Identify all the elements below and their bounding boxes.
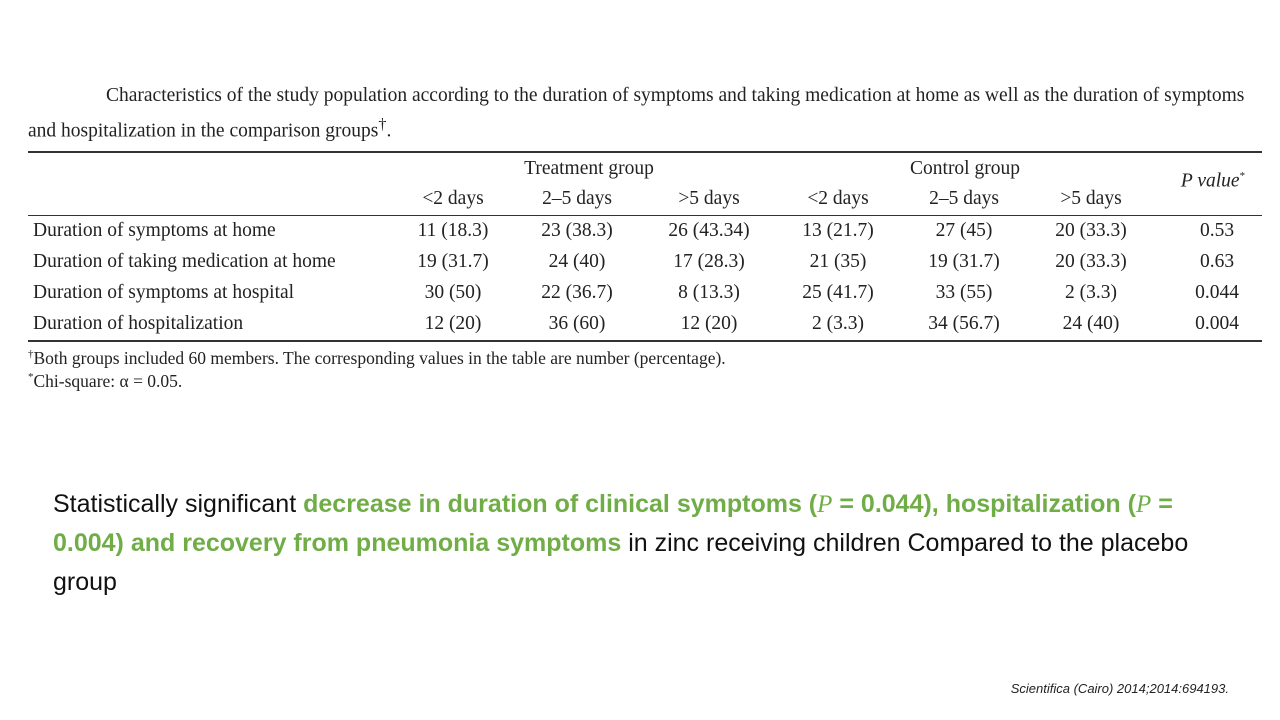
caption-end: . — [386, 120, 392, 142]
group-header-control: Control group — [910, 158, 1020, 179]
summary-highlight: decrease in duration of clinical symptom… — [53, 490, 1173, 557]
table-cell: 17 (28.3) — [673, 251, 745, 272]
table-cell: 24 (40) — [548, 251, 606, 272]
table-cell: 30 (50) — [424, 282, 482, 303]
pvalue-header: P value* — [1181, 170, 1245, 193]
citation: Scientifica (Cairo) 2014;2014:694193. — [1010, 681, 1229, 696]
table-cell: 36 (60) — [548, 313, 606, 334]
row-label: Duration of taking medication at home — [33, 251, 336, 272]
footnote-mark: * — [28, 371, 34, 384]
table-cell: 19 (31.7) — [928, 251, 1000, 272]
row-label: Duration of symptoms at home — [33, 220, 276, 241]
table-cell: 20 (33.3) — [1055, 220, 1127, 241]
footnote-text: Chi-square: α = 0.05. — [33, 371, 183, 391]
table-cell: 33 (55) — [935, 282, 993, 303]
summary-plain: in zinc receiving children Compared to t… — [53, 529, 1189, 596]
table-cell: 0.63 — [1199, 251, 1235, 272]
table-cell: 13 (21.7) — [802, 220, 874, 241]
table-cell: 11 (18.3) — [417, 220, 489, 241]
table-cell: 21 (35) — [809, 251, 867, 272]
summary-hl-3: = 0.004) and recovery from pneumonia sym… — [53, 490, 1173, 557]
row-label: Duration of hospitalization — [33, 313, 244, 334]
table-cell: 24 (40) — [1062, 313, 1120, 334]
column-header: 2–5 days — [542, 188, 612, 209]
caption-mark: † — [378, 115, 387, 133]
summary-text: Statistically significant decrease in du… — [53, 485, 1233, 602]
table-cell: 8 (13.3) — [678, 282, 740, 303]
caption-text: Characteristics of the study population … — [28, 85, 1245, 142]
summary-hl-2: = 0.044), hospitalization ( — [832, 490, 1136, 518]
footnote-text: Both groups included 60 members. The cor… — [33, 348, 726, 368]
p-symbol: P — [1135, 491, 1152, 518]
column-header: <2 days — [807, 188, 869, 209]
table-cell: 34 (56.7) — [928, 313, 1000, 334]
table-cell: 0.53 — [1199, 220, 1235, 241]
table-cell: 20 (33.3) — [1055, 251, 1127, 272]
table-cell: 0.044 — [1195, 282, 1239, 303]
column-header: <2 days — [422, 188, 484, 209]
footnote-2: *Chi-square: α = 0.05. — [28, 371, 182, 392]
group-header-treatment: Treatment group — [524, 158, 654, 179]
table-cell: 22 (36.7) — [541, 282, 613, 303]
footnote-mark: † — [28, 348, 34, 361]
table-cell: 2 (3.3) — [1065, 282, 1117, 303]
table-cell: 25 (41.7) — [802, 282, 874, 303]
pvalue-header-text: P value — [1180, 170, 1240, 192]
footnote-1: †Both groups included 60 members. The co… — [28, 348, 726, 369]
table-cell: 0.004 — [1195, 313, 1239, 334]
table-header-rule — [28, 215, 1262, 216]
table-cell: 26 (43.34) — [668, 220, 750, 241]
summary-hl-1: decrease in duration of clinical symptom… — [303, 490, 818, 518]
pvalue-mark: * — [1239, 170, 1246, 182]
table-cell: 19 (31.7) — [417, 251, 489, 272]
table-cell: 2 (3.3) — [812, 313, 864, 334]
table-cell: 27 (45) — [935, 220, 993, 241]
column-header: >5 days — [678, 188, 740, 209]
row-label: Duration of symptoms at hospital — [33, 282, 295, 303]
summary-plain: Statistically significant — [53, 490, 304, 518]
table-cell: 12 (20) — [424, 313, 482, 334]
p-symbol: P — [817, 491, 833, 518]
table-bottom-rule — [28, 340, 1262, 342]
column-header: >5 days — [1060, 188, 1122, 209]
column-header: 2–5 days — [929, 188, 999, 209]
table-cell: 12 (20) — [680, 313, 738, 334]
table-top-rule — [28, 151, 1262, 153]
table-caption: Characteristics of the study population … — [28, 82, 1268, 146]
table-cell: 23 (38.3) — [541, 220, 613, 241]
